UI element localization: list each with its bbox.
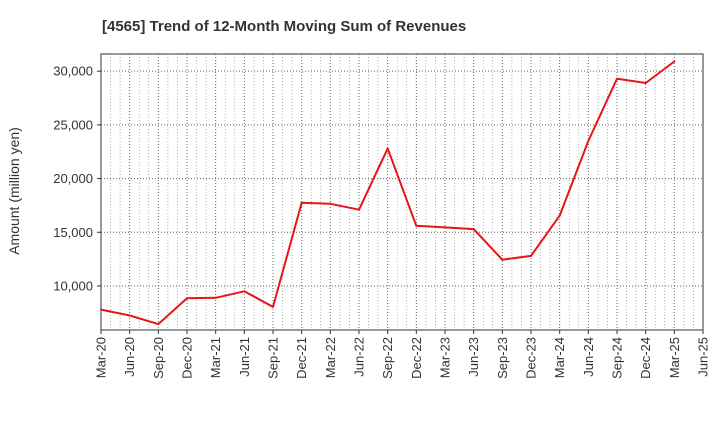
y-tick-label: 20,000: [53, 171, 93, 186]
x-tick-label: Mar-21: [208, 337, 223, 378]
chart-title: [4565] Trend of 12-Month Moving Sum of R…: [102, 18, 466, 35]
y-tick-label: 15,000: [53, 225, 93, 240]
data-point: [157, 323, 160, 326]
data-point: [587, 140, 590, 142]
data-point: [415, 224, 418, 227]
x-tick-label: Mar-25: [667, 337, 682, 378]
y-tick-label: 25,000: [53, 117, 93, 132]
x-tick-label: Sep-21: [266, 337, 281, 379]
y-tick-label: 10,000: [53, 278, 93, 293]
data-point: [472, 228, 475, 231]
x-tick-label: Jun-21: [237, 337, 252, 377]
x-tick-label: Jun-22: [352, 337, 367, 377]
data-point: [444, 226, 446, 229]
data-point: [214, 296, 217, 299]
x-tick-label: Sep-20: [151, 337, 166, 379]
series-group: [100, 60, 676, 326]
x-tick-label: Dec-23: [524, 337, 539, 379]
x-tick-label: Dec-21: [294, 337, 309, 379]
data-point: [644, 82, 647, 84]
x-tick-label: Jun-24: [581, 337, 596, 377]
x-tick-label: Mar-22: [323, 337, 338, 378]
y-axis-label: Amount (million yen): [6, 127, 22, 255]
data-point: [358, 208, 360, 211]
data-point: [386, 147, 389, 150]
data-point: [329, 202, 332, 205]
x-axis: Mar-20 Jun-20 Sep-20 Dec-20 Mar-21 Jun-21 Sep-…: [94, 330, 711, 379]
x-tick-label: Jun-25: [696, 337, 711, 377]
x-tick-label: Dec-24: [638, 337, 653, 379]
plot-area: [100, 53, 704, 331]
data-point: [128, 314, 131, 317]
x-tick-label: Jun-20: [122, 337, 137, 377]
x-tick-label: Sep-23: [495, 337, 510, 379]
data-point: [501, 258, 504, 261]
x-tick-label: Mar-20: [94, 337, 109, 378]
x-tick-label: Dec-22: [409, 337, 424, 379]
x-tick-label: Dec-20: [180, 337, 195, 379]
x-tick-label: Mar-24: [552, 337, 567, 378]
data-point: [530, 254, 532, 257]
x-tick-label: Jun-23: [466, 337, 481, 377]
data-point: [243, 290, 246, 293]
x-tick-label: Mar-23: [438, 337, 453, 378]
x-tick-label: Sep-24: [610, 337, 625, 379]
data-point: [616, 77, 618, 80]
data-point: [558, 214, 561, 217]
y-tick-label: 30,000: [53, 64, 93, 79]
y-axis: 10,000 15,000 20,000 25,000 30,000: [53, 64, 101, 293]
grid-lines: [100, 54, 704, 330]
data-point: [100, 308, 102, 311]
data-point: [673, 60, 676, 63]
data-point: [300, 201, 303, 204]
data-point: [272, 305, 274, 308]
data-point: [186, 297, 188, 300]
x-tick-label: Sep-22: [380, 337, 395, 379]
